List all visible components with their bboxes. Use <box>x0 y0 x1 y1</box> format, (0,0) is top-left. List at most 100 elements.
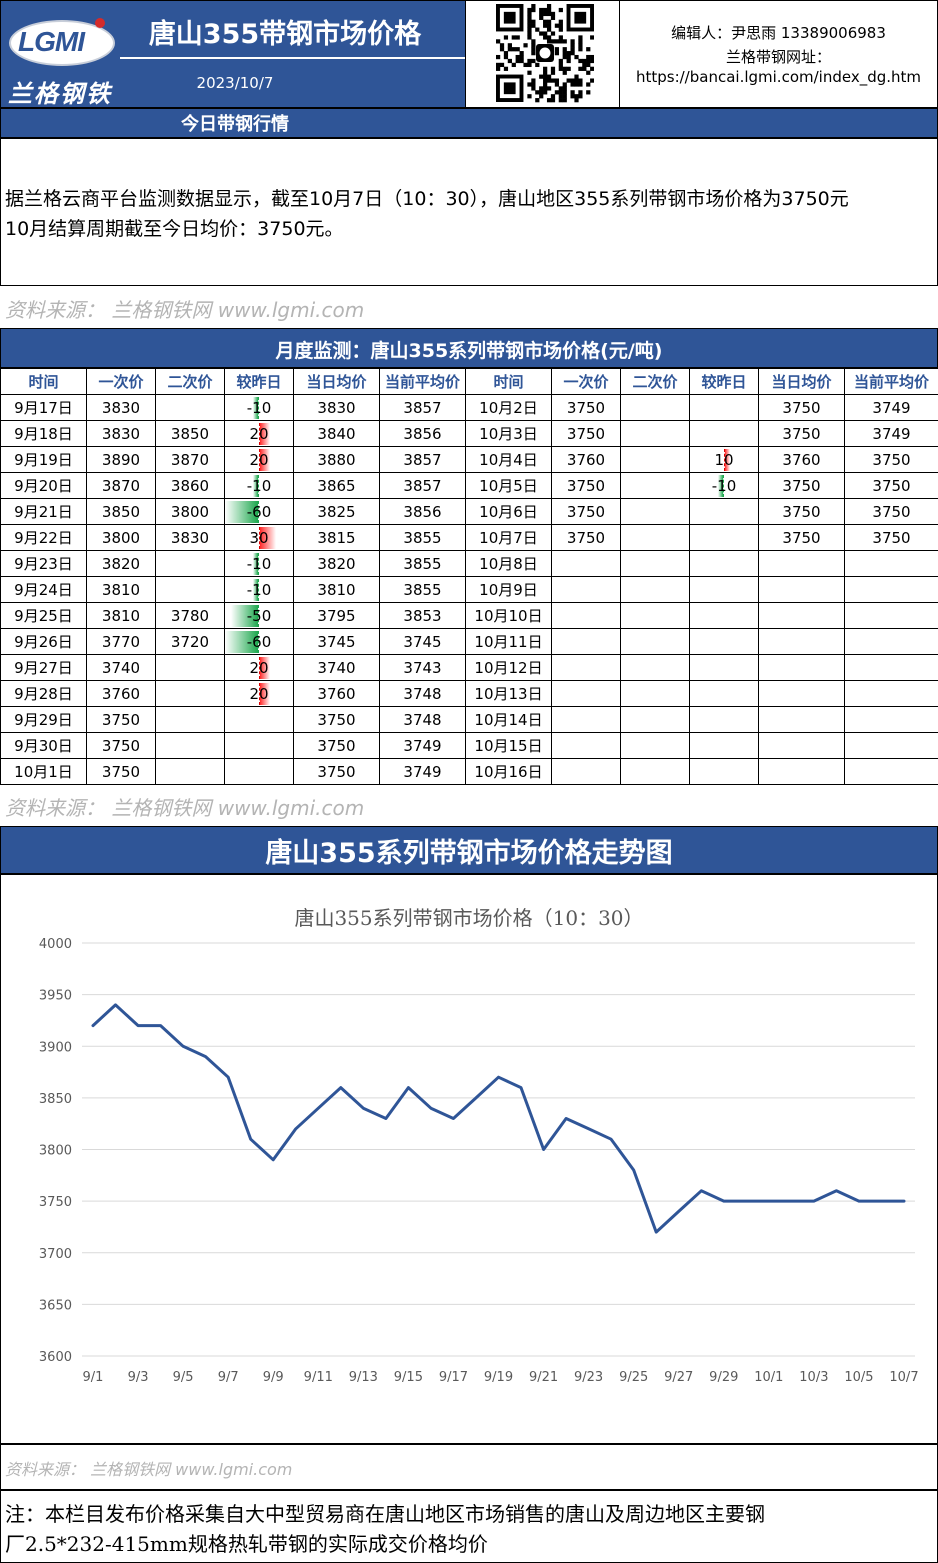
change-value: 20 <box>249 658 269 677</box>
table-cell: -10 <box>224 394 294 421</box>
table-cell <box>689 706 759 733</box>
table-cell: 3750 <box>844 524 938 551</box>
table-cell <box>551 550 621 577</box>
editor-panel <box>619 0 938 108</box>
table-cell <box>155 576 225 603</box>
table-cell: 3795 <box>293 602 380 629</box>
table-cell: 3750 <box>758 498 845 525</box>
table-cell <box>551 576 621 603</box>
table-cell: 3749 <box>844 394 938 421</box>
note-line-2: 厂2.5*232-415mm规格热轧带钢的实际成交价格均价 <box>5 1532 488 1556</box>
table-cell <box>758 706 845 733</box>
table-cell <box>689 602 759 629</box>
table-cell: 3750 <box>551 394 621 421</box>
table-cell <box>551 706 621 733</box>
table-cell: 3840 <box>293 420 380 447</box>
table-cell <box>155 654 225 681</box>
x-tick-label: 9/3 <box>128 1370 149 1385</box>
table-cell <box>155 550 225 577</box>
site-url-link[interactable]: https://bancai.lgmi.com/index_dg.htm <box>635 68 922 86</box>
x-tick-label: 9/7 <box>218 1370 239 1385</box>
table-cell: -10 <box>224 550 294 577</box>
table-cell <box>155 706 225 733</box>
table-cell: 3720 <box>155 628 225 655</box>
table-cell: 3740 <box>86 654 156 681</box>
table-cell: 9月18日 <box>0 420 87 447</box>
table-cell <box>844 706 938 733</box>
change-down-bar <box>253 579 259 601</box>
table-cell: 10月9日 <box>465 576 552 603</box>
table-cell: 3749 <box>844 420 938 447</box>
table-cell <box>620 472 690 499</box>
monthly-section-title: 月度监测：唐山355系列带钢市场价格(元/吨) <box>275 340 663 362</box>
chart-title: 唐山355系列带钢市场价格（10：30） <box>294 906 643 930</box>
table-cell: 3750 <box>86 706 156 733</box>
column-header: 当前平均价 <box>379 368 466 395</box>
table-cell: -10 <box>224 576 294 603</box>
table-cell: 10月4日 <box>465 446 552 473</box>
x-tick-label: 9/25 <box>619 1370 648 1385</box>
table-cell: 3750 <box>844 446 938 473</box>
table-cell: 3750 <box>293 706 380 733</box>
table-cell: 10月7日 <box>465 524 552 551</box>
monthly-source: 资料来源： 兰格钢铁网 www.lgmi.com <box>5 796 365 820</box>
price-table: 时间 一次价 二次价 较昨日 当日均价 当前平均价 时间 一次价 二次价 较昨日 当日均价 当前平均价… <box>0 368 938 785</box>
table-cell: 3890 <box>86 446 156 473</box>
table-cell: -60 <box>224 498 294 525</box>
table-cell: 9月22日 <box>0 524 87 551</box>
site-label: 兰格带钢网址： <box>725 48 831 66</box>
table-cell <box>689 680 759 707</box>
table-cell <box>224 732 294 759</box>
table-row: 10月1日 3750 3750 3749 10月16日 <box>0 758 938 785</box>
chart-section-bar <box>0 826 938 874</box>
table-cell: 10月6日 <box>465 498 552 525</box>
table-row: 9月25日 3810 3780 -50 3795 3853 10月10日 <box>0 602 938 629</box>
table-cell <box>620 576 690 603</box>
today-source: 资料来源： 兰格钢铁网 www.lgmi.com <box>5 298 365 322</box>
table-cell <box>689 420 759 447</box>
table-cell <box>844 550 938 577</box>
table-cell <box>844 758 938 785</box>
table-cell: 3857 <box>379 446 466 473</box>
table-cell: 20 <box>224 420 294 447</box>
chart-source: 资料来源： 兰格钢铁网 www.lgmi.com <box>5 1460 293 1479</box>
table-cell <box>689 524 759 551</box>
table-cell: 3760 <box>86 680 156 707</box>
table-cell: 3850 <box>155 420 225 447</box>
table-cell <box>620 524 690 551</box>
table-cell <box>689 758 759 785</box>
table-cell <box>620 680 690 707</box>
table-cell: 20 <box>224 680 294 707</box>
table-cell: 9月20日 <box>0 472 87 499</box>
table-cell: 3850 <box>86 498 156 525</box>
table-cell: 3853 <box>379 602 466 629</box>
change-up-bar <box>259 423 270 445</box>
table-cell: 3865 <box>293 472 380 499</box>
table-cell <box>620 602 690 629</box>
table-cell <box>689 394 759 421</box>
y-tick-label: 3950 <box>39 989 72 1004</box>
change-value: -10 <box>246 580 272 599</box>
table-cell: 3810 <box>86 576 156 603</box>
table-cell: 20 <box>224 654 294 681</box>
change-up-bar <box>259 657 270 679</box>
table-row: 9月17日 3830 -10 3830 3857 10月2日 3750 3750 3749 <box>0 394 938 421</box>
table-cell: 9月23日 <box>0 550 87 577</box>
table-cell <box>551 732 621 759</box>
table-cell: 10月11日 <box>465 628 552 655</box>
table-cell: 3856 <box>379 420 466 447</box>
logo-chinese-name: 兰格钢铁 <box>8 79 112 108</box>
table-cell: 3760 <box>758 446 845 473</box>
table-cell: 3830 <box>293 394 380 421</box>
change-up-bar <box>259 527 276 549</box>
table-cell: 3743 <box>379 654 466 681</box>
table-cell: 3750 <box>293 732 380 759</box>
table-cell: 9月29日 <box>0 706 87 733</box>
table-cell <box>620 446 690 473</box>
table-cell <box>758 602 845 629</box>
table-cell <box>224 758 294 785</box>
table-cell <box>551 602 621 629</box>
table-cell: 3880 <box>293 446 380 473</box>
table-cell: 3855 <box>379 550 466 577</box>
change-down-bar <box>225 631 259 653</box>
